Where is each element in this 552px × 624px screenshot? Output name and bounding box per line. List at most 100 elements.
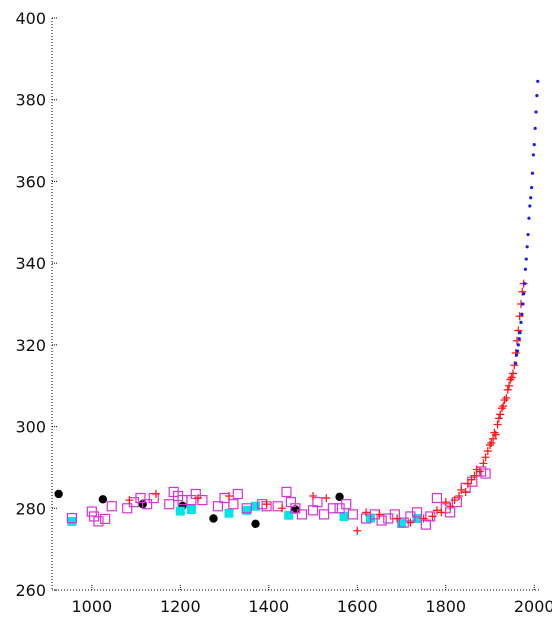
data-point (54, 489, 63, 499)
data-point (272, 501, 283, 512)
data-point (122, 503, 133, 514)
data-point (470, 471, 479, 480)
series-plus (125, 279, 528, 535)
data-point (278, 504, 287, 513)
data-point (529, 185, 534, 190)
data-point (437, 508, 446, 517)
data-point (262, 500, 271, 509)
y-tick-label: 320 (15, 336, 46, 355)
data-point (505, 381, 514, 390)
data-point (375, 510, 384, 519)
data-point (341, 499, 352, 510)
data-point (232, 488, 243, 500)
data-marks (54, 79, 540, 535)
data-point (125, 496, 134, 505)
data-point (451, 497, 462, 508)
data-point (164, 499, 175, 510)
data-point (518, 331, 522, 335)
axes: 260 280 300 320 340 360 380 400 1000 1200 1400 1600… (15, 9, 552, 616)
data-point (528, 204, 532, 208)
series-small-dot (514, 79, 540, 365)
data-point (241, 503, 252, 514)
cut-off-caption (62, 606, 542, 624)
data-point (507, 373, 516, 382)
data-point (411, 507, 423, 518)
data-point (517, 337, 521, 341)
data-point (397, 518, 407, 528)
data-point (516, 343, 520, 347)
data-point (532, 143, 536, 147)
x-tick-label: 1000 (71, 597, 112, 616)
data-point (251, 519, 260, 529)
data-point (327, 503, 339, 514)
data-point (502, 393, 511, 402)
data-point (461, 487, 470, 496)
data-point (175, 506, 185, 516)
data-point (467, 475, 476, 484)
series-filled-square (67, 501, 422, 528)
data-point (533, 126, 537, 130)
data-point (514, 326, 523, 335)
data-point (353, 526, 362, 535)
x-tick-label: 1400 (248, 597, 289, 616)
data-point (212, 501, 224, 512)
data-point (536, 79, 540, 83)
data-point (376, 515, 387, 526)
data-point (491, 430, 500, 439)
data-point (209, 514, 218, 523)
data-point (393, 514, 402, 523)
data-point (428, 512, 437, 521)
data-point (457, 485, 466, 494)
data-point (480, 468, 491, 479)
data-point (525, 245, 529, 249)
data-point (406, 518, 415, 527)
x-tick-label: 1800 (425, 597, 466, 616)
data-point (251, 501, 261, 511)
data-point (419, 514, 428, 523)
series-open-square (66, 466, 491, 530)
data-point (99, 513, 111, 525)
data-point (509, 369, 518, 378)
data-point (494, 414, 503, 423)
data-point (93, 516, 104, 527)
data-point (455, 492, 464, 501)
data-point (98, 495, 108, 504)
x-tick-label: 1600 (337, 597, 378, 616)
data-point (296, 509, 308, 520)
data-point (135, 492, 146, 504)
data-point (362, 508, 371, 517)
data-point (519, 320, 523, 324)
data-point (515, 349, 520, 353)
data-point (242, 505, 252, 515)
data-point (281, 486, 292, 498)
data-point (529, 196, 533, 200)
x-tick-label: 1200 (160, 597, 201, 616)
data-point (535, 94, 539, 98)
data-point (523, 267, 527, 271)
data-point (106, 501, 117, 512)
data-point (151, 489, 160, 498)
data-point (493, 420, 502, 429)
data-point (432, 506, 441, 515)
data-point (499, 402, 508, 411)
y-tick-label: 380 (15, 91, 46, 110)
data-point (309, 492, 318, 501)
data-point (481, 453, 490, 462)
data-point (441, 498, 450, 507)
data-point (224, 492, 233, 501)
data-point (483, 447, 492, 456)
data-point (194, 494, 203, 503)
data-point (284, 510, 294, 520)
y-tick-label: 340 (15, 254, 46, 273)
data-point (514, 361, 518, 365)
data-point (490, 428, 499, 437)
data-point (526, 232, 530, 237)
data-point (534, 110, 538, 114)
data-point (497, 404, 506, 413)
data-point (197, 495, 208, 506)
data-point (463, 479, 472, 488)
data-point (479, 459, 488, 468)
y-tick-label: 280 (15, 499, 46, 518)
data-point (318, 509, 330, 520)
